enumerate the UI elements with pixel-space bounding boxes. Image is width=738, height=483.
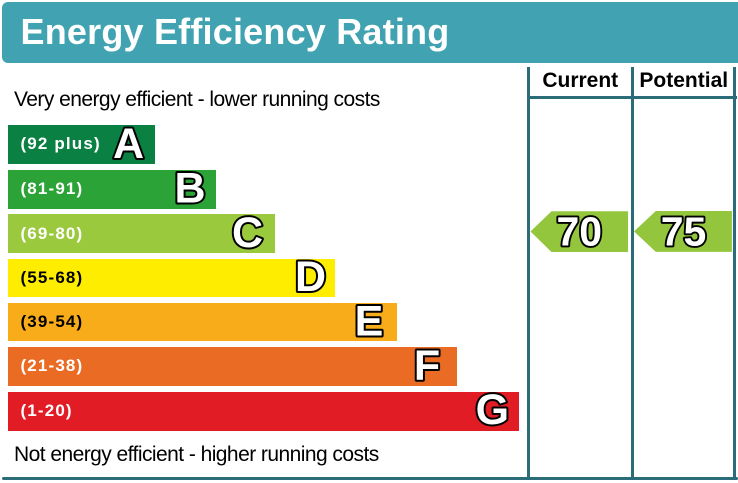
svg-text:75: 75 (661, 209, 707, 255)
svg-text:B: B (174, 164, 205, 212)
svg-text:A: A (113, 120, 144, 168)
svg-text:D: D (295, 253, 326, 301)
svg-text:F: F (414, 342, 440, 390)
svg-text:E: E (355, 297, 384, 345)
svg-text:70: 70 (556, 209, 602, 255)
svg-text:C: C (232, 209, 263, 257)
svg-text:G: G (476, 386, 509, 434)
